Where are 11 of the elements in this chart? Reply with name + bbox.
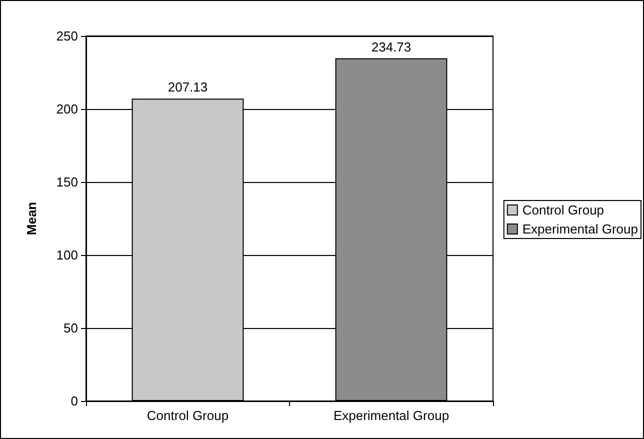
data-label: 234.73 [371, 39, 412, 54]
legend-label: Control Group [522, 202, 604, 218]
y-tick-label: 250 [56, 28, 78, 44]
data-label: 207.13 [168, 80, 208, 95]
legend-label: Experimental Group [522, 222, 638, 236]
y-tick-label: 100 [56, 248, 78, 262]
y-tick-label: 50 [64, 320, 78, 336]
y-axis-title: Mean [24, 202, 39, 236]
y-tick-label: 0 [70, 394, 78, 408]
y-tick-label: 150 [56, 174, 78, 190]
y-tick-label: 200 [56, 102, 78, 116]
